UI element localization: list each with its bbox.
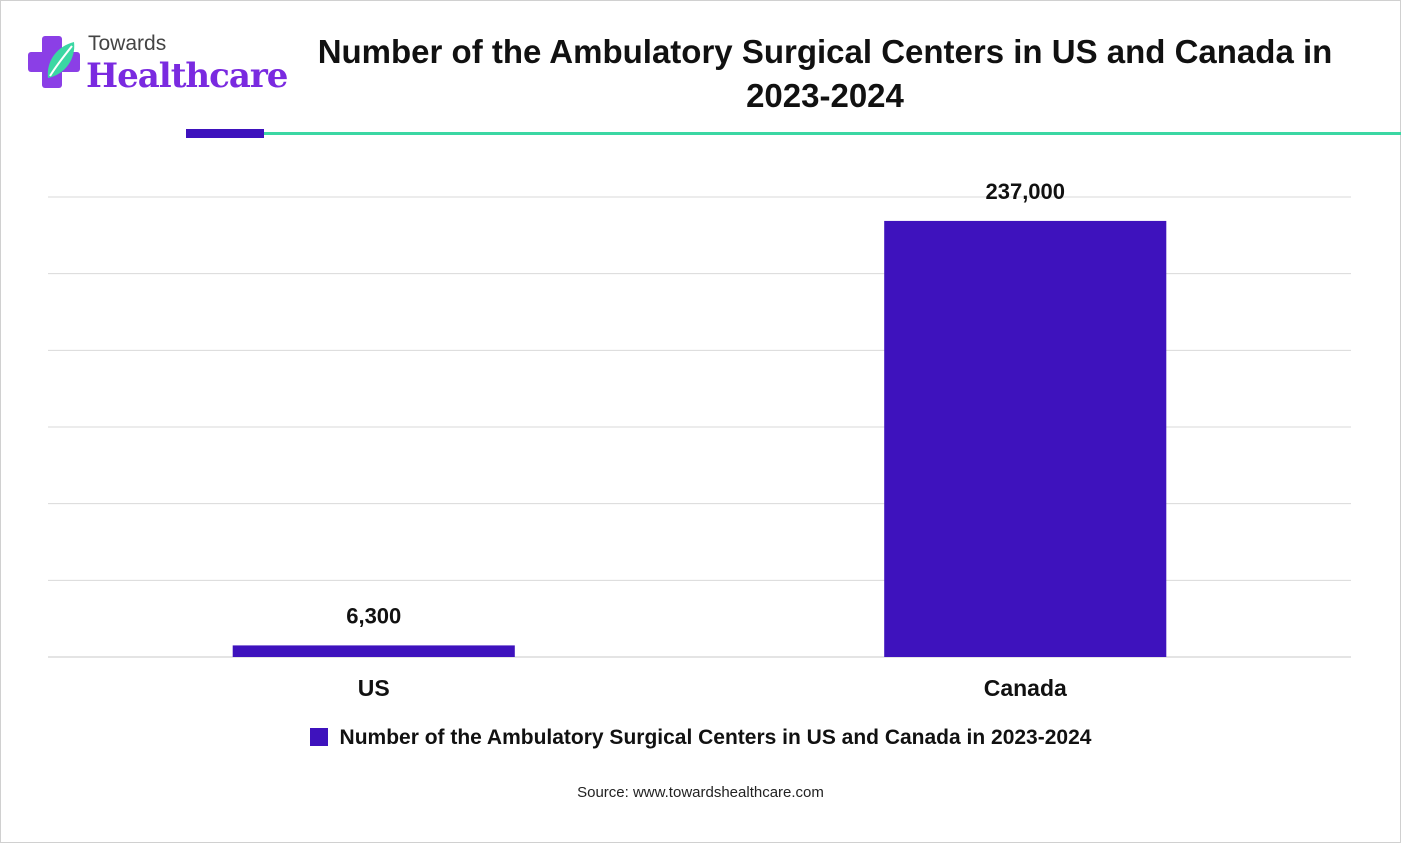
title-divider-line (264, 132, 1401, 135)
source-note: Source: www.towardshealthcare.com (577, 784, 824, 801)
x-tick-label-canada: Canada (984, 675, 1067, 701)
title-accent-bar (186, 129, 264, 138)
brand-name-top: Towards (88, 32, 167, 55)
data-label-canada: 237,000 (985, 179, 1065, 204)
legend-swatch (309, 728, 328, 746)
chart-title: Number of the Ambulatory Surgical Center… (317, 33, 1333, 114)
x-tick-label-us: US (358, 675, 390, 701)
medical-cross-leaf-icon (28, 36, 80, 88)
chart-legend: Number of the Ambulatory Surgical Center… (0, 726, 1401, 750)
bar-us (232, 645, 515, 657)
brand-name-bottom: Healthcare (86, 56, 288, 96)
bar-canada (884, 220, 1167, 658)
brand-logo: Towards Healthcare (24, 28, 288, 100)
legend-label: Number of the Ambulatory Surgical Center… (339, 726, 1092, 749)
data-label-us: 6,300 (346, 603, 401, 628)
